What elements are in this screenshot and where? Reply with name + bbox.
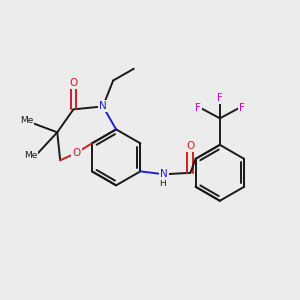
Text: F: F <box>217 93 223 103</box>
Text: O: O <box>186 141 194 151</box>
Text: F: F <box>239 103 245 113</box>
Text: Me: Me <box>20 116 33 125</box>
Text: F: F <box>195 103 201 113</box>
Text: H: H <box>159 179 166 188</box>
Text: N: N <box>99 101 107 111</box>
Text: O: O <box>69 78 78 88</box>
Text: N: N <box>160 169 168 179</box>
Text: O: O <box>72 148 80 158</box>
Text: Me: Me <box>24 152 38 160</box>
